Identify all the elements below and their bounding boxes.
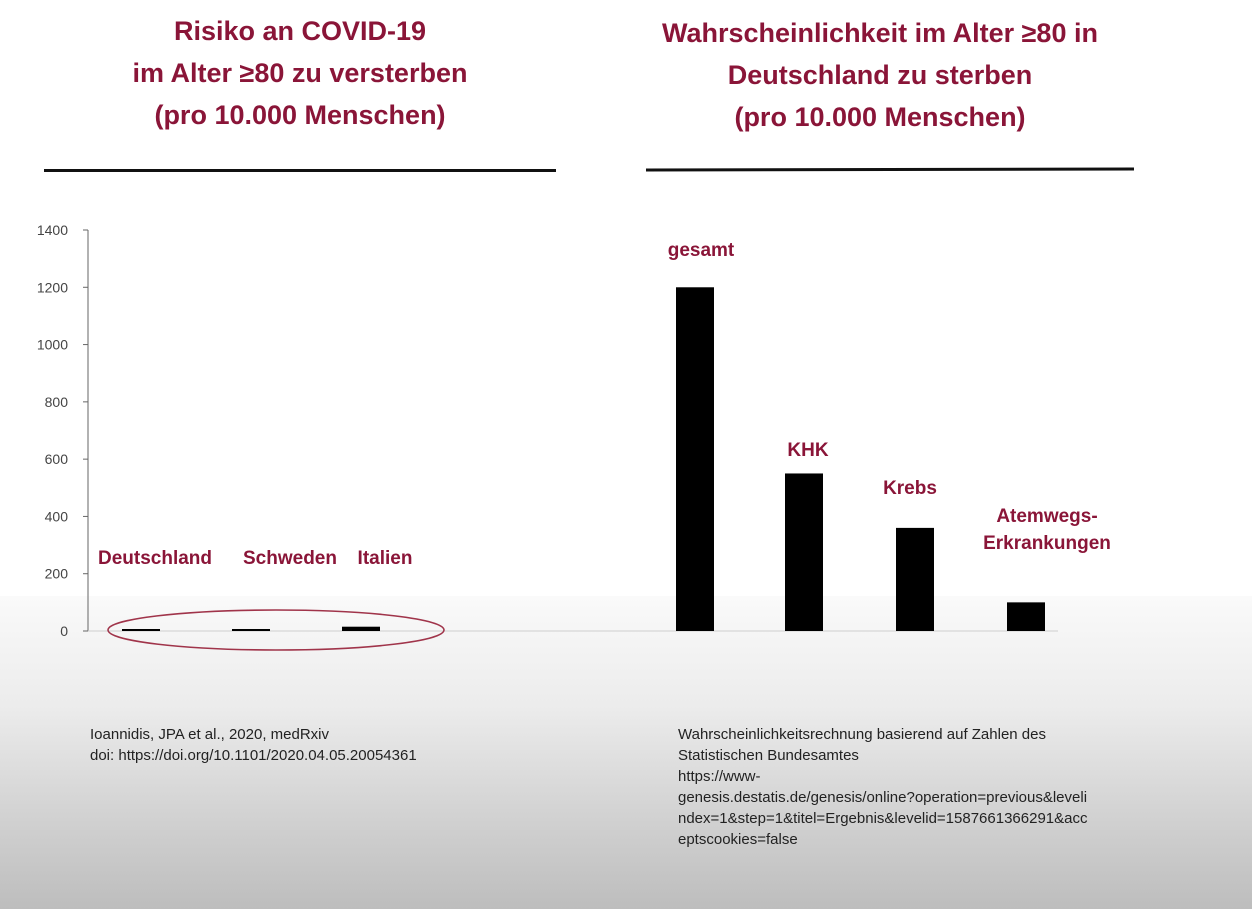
category-label-line: KHK bbox=[787, 440, 828, 461]
y-tick-label: 200 bbox=[45, 566, 69, 582]
bar-schweden bbox=[232, 629, 270, 631]
category-label: Deutschland bbox=[98, 548, 212, 569]
source-line: Wahrscheinlichkeitsrechnung basierend au… bbox=[678, 726, 1046, 743]
source-citation-left: Ioannidis, JPA et al., 2020, medRxiv doi… bbox=[90, 724, 610, 766]
heading-line: Risiko an COVID-19 bbox=[173, 16, 427, 46]
source-citation-right: Wahrscheinlichkeitsrechnung basierend au… bbox=[678, 724, 1238, 850]
y-tick-label: 600 bbox=[45, 451, 69, 467]
y-tick-label: 0 bbox=[60, 623, 68, 639]
heading-death-probability: Wahrscheinlichkeit im Alter ≥80 in Deuts… bbox=[600, 12, 1160, 138]
source-line: Ioannidis, JPA et al., 2020, medRxiv bbox=[90, 726, 330, 743]
category-label-line: Erkrankungen bbox=[983, 533, 1111, 554]
category-label-line: Krebs bbox=[883, 478, 937, 499]
source-line: eptscookies=false bbox=[678, 831, 798, 848]
y-tick-label: 1200 bbox=[37, 279, 68, 295]
highlight-ellipse bbox=[107, 609, 445, 651]
source-line: genesis.destatis.de/genesis/online?opera… bbox=[678, 789, 1088, 806]
y-tick-label: 1000 bbox=[37, 337, 68, 353]
category-label: gesamt bbox=[668, 240, 735, 261]
heading-line: Deutschland zu sterben bbox=[727, 60, 1033, 90]
heading-line: (pro 10.000 Menschen) bbox=[734, 102, 1026, 132]
category-label-line: gesamt bbox=[668, 240, 735, 261]
heading-line: Wahrscheinlichkeit im Alter ≥80 in bbox=[662, 18, 1098, 48]
category-label: Schweden bbox=[243, 548, 337, 569]
y-tick-label: 1400 bbox=[37, 222, 68, 238]
category-label-line: Schweden bbox=[243, 548, 337, 569]
category-label-line: Italien bbox=[358, 548, 413, 569]
bar-krebs bbox=[896, 527, 934, 631]
category-label: Krebs bbox=[883, 478, 937, 499]
y-tick-label: 800 bbox=[45, 394, 69, 410]
bar-italien bbox=[342, 626, 380, 631]
bar-deutschland bbox=[122, 629, 160, 631]
category-label-line: Atemwegs- bbox=[996, 506, 1097, 527]
heading-line: (pro 10.000 Menschen) bbox=[154, 100, 446, 130]
source-line: Statistischen Bundesamtes bbox=[678, 747, 859, 764]
source-line: doi: https://doi.org/10.1101/2020.04.05.… bbox=[90, 747, 417, 764]
source-line: ndex=1&step=1&titel=Ergebnis&levelid=158… bbox=[678, 810, 1088, 827]
category-label: Atemwegs- Erkrankungen bbox=[983, 506, 1111, 554]
category-label-line: Deutschland bbox=[98, 548, 212, 569]
category-label: KHK bbox=[787, 440, 828, 461]
source-line: https://www- bbox=[678, 768, 761, 785]
heading-covid-risk: Risiko an COVID-19 im Alter ≥80 zu verst… bbox=[40, 10, 560, 136]
bar-atemwegs-erkrankungen bbox=[1007, 602, 1045, 631]
bar-gesamt bbox=[676, 287, 714, 631]
category-label: Italien bbox=[358, 548, 413, 569]
y-tick-label: 400 bbox=[45, 508, 69, 524]
heading-line: im Alter ≥80 zu versterben bbox=[132, 58, 468, 88]
heading-divider-left bbox=[44, 169, 556, 172]
bar-khk bbox=[785, 473, 823, 631]
